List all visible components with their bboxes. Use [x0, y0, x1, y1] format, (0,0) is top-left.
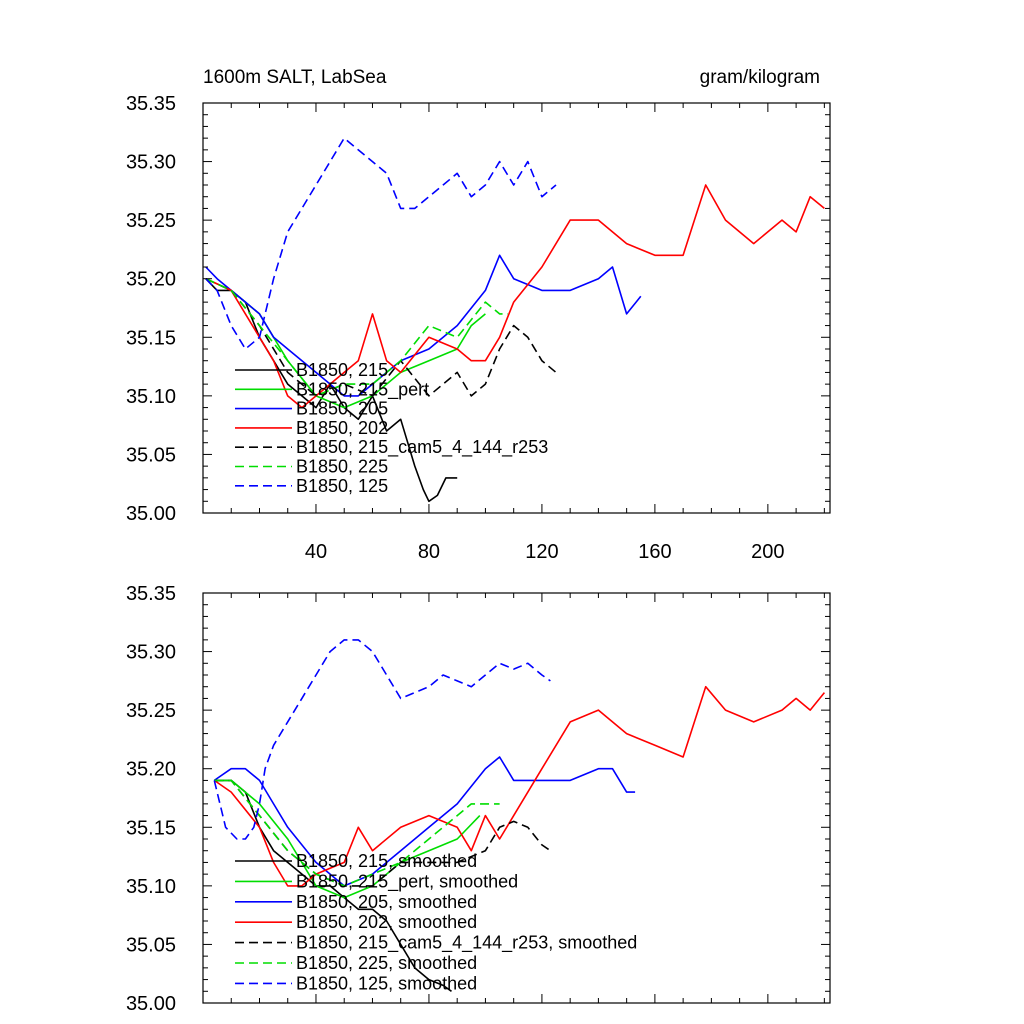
legend-label: B1850, 215, smoothed [296, 851, 477, 871]
chart-title: 1600m SALT, LabSea [203, 67, 387, 88]
x-tick-label: 160 [638, 541, 671, 563]
legend-label: B1850, 125, smoothed [296, 973, 477, 993]
units-label: gram/kilogram [700, 67, 820, 88]
y-tick-label: 35.20 [126, 759, 176, 781]
legend-label: B1850, 202 [296, 418, 388, 438]
series-group [205, 137, 825, 503]
legend-label: B1850, 215_cam5_4_144_r253 [296, 437, 548, 458]
legend-label: B1850, 225 [296, 457, 388, 477]
y-tick-label: 35.10 [126, 876, 176, 898]
legend-label: B1850, 205 [296, 399, 388, 419]
legend-label: B1850, 225, smoothed [296, 953, 477, 973]
y-tick-label: 35.15 [126, 817, 176, 839]
y-tick-label: 35.25 [126, 210, 176, 232]
chart-panel-1: 35.00 35.05 35.10 35.15 35.20 35.25 35.30 35.35… [126, 67, 831, 563]
series-line-4 [213, 685, 826, 887]
y-tick-label: 35.10 [126, 386, 176, 408]
y-tick-label: 35.35 [126, 93, 176, 115]
series-line-6 [205, 277, 508, 397]
x-tick-label: 200 [751, 541, 784, 563]
series-line-2 [214, 779, 481, 899]
series-line-7 [205, 137, 557, 350]
y-tick-label: 35.15 [126, 327, 176, 349]
y-tick-label: 35.35 [126, 583, 176, 605]
y-tick-label: 35.05 [126, 444, 176, 466]
x-tick-label: 80 [418, 541, 440, 563]
series-line-7 [213, 639, 551, 840]
series-line-3 [205, 254, 642, 397]
legend-label: B1850, 215_pert, smoothed [296, 871, 518, 892]
series-line-1 [214, 779, 452, 992]
series-line-6 [214, 779, 500, 887]
x-tick-label: 120 [525, 541, 558, 563]
y-tick-label: 35.00 [126, 993, 176, 1015]
y-tick-label: 35.30 [126, 642, 176, 664]
y-tick-label: 35.20 [126, 269, 176, 291]
series-group [213, 639, 826, 992]
series-line-5 [205, 277, 557, 397]
legend-label: B1850, 125 [296, 476, 388, 496]
legend-label: B1850, 215 [296, 360, 388, 380]
x-tick-label: 40 [305, 541, 327, 563]
y-tick-label: 35.25 [126, 700, 176, 722]
legend-label: B1850, 215_cam5_4_144_r253, smoothed [296, 933, 637, 954]
y-tick-label: 35.00 [126, 503, 176, 525]
plot-frame [202, 592, 831, 1004]
legend-label: B1850, 215_pert [296, 379, 429, 400]
plot-frame [202, 102, 831, 514]
legend-label: B1850, 202, smoothed [296, 912, 477, 932]
chart-panel-2: 35.00 35.05 35.10 35.15 35.20 35.25 35.30 35.35… [126, 583, 831, 1015]
series-line-3 [213, 756, 636, 887]
y-tick-label: 35.05 [126, 934, 176, 956]
series-line-4 [205, 184, 825, 409]
legend-label: B1850, 205, smoothed [296, 892, 477, 912]
y-tick-label: 35.30 [126, 152, 176, 174]
